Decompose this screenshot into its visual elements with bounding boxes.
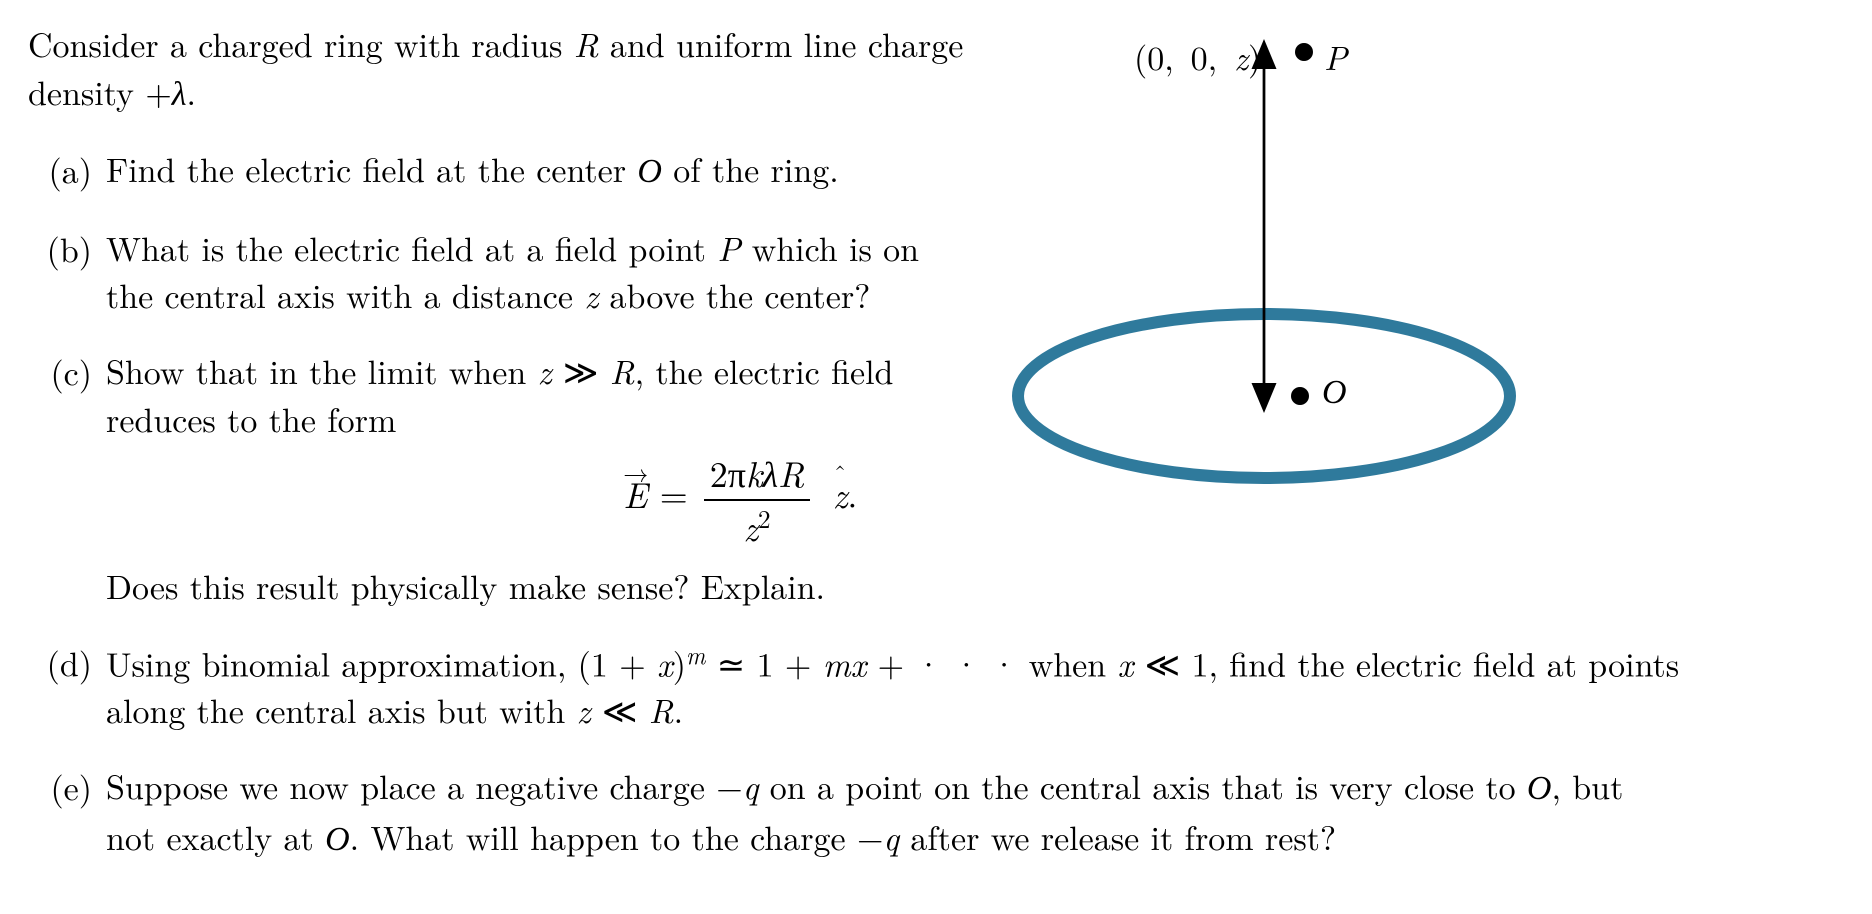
c-text: , the electric field bbox=[635, 346, 894, 394]
d-mx-m: m bbox=[823, 638, 851, 686]
eq-z: z bbox=[743, 501, 758, 552]
e-q2: q bbox=[883, 812, 899, 860]
intro-period: . bbox=[187, 67, 196, 115]
d-text: ) bbox=[673, 638, 686, 686]
d-text: . bbox=[674, 685, 683, 733]
intro-text: density bbox=[28, 67, 145, 115]
item-e: (e) Suppose we now place a negative char… bbox=[28, 762, 1844, 863]
item-d-label: (d) bbox=[28, 638, 106, 686]
eq-R: R bbox=[778, 447, 804, 498]
eq-eq: = bbox=[648, 468, 700, 519]
e-text: not exactly at bbox=[106, 812, 325, 860]
fig-O-label: O bbox=[1322, 374, 1347, 412]
intro-text: Consider a charged ring with radius bbox=[28, 19, 574, 67]
eq-2: 2 bbox=[758, 501, 771, 536]
e-O: O bbox=[1527, 770, 1552, 807]
item-c-body: Show that in the limit when z ≫ R, the e… bbox=[106, 347, 893, 610]
e-q: q bbox=[743, 761, 759, 809]
c-text: reduces to the form bbox=[106, 394, 396, 442]
eq-lambda: λ bbox=[762, 447, 778, 498]
a-text: of the ring. bbox=[662, 144, 839, 192]
problem-intro: Consider a charged ring with radius R an… bbox=[28, 20, 968, 115]
d-text: Using binomial approximation, (1 + bbox=[106, 638, 657, 686]
b-text: which is on bbox=[740, 223, 919, 271]
c-equation: →E = 2πkλRz2 ˆz. bbox=[106, 448, 893, 552]
eq-period: . bbox=[847, 468, 857, 519]
d-ll2: ≪ bbox=[591, 685, 649, 733]
item-c: (c) Show that in the limit when z ≫ R, t… bbox=[28, 347, 1844, 610]
b-z: z bbox=[584, 270, 598, 318]
c-gg: ≫ bbox=[552, 346, 610, 394]
intro-R: R bbox=[574, 19, 599, 67]
intro-lambda: λ bbox=[172, 67, 187, 115]
eq-k: k bbox=[746, 447, 763, 498]
item-b: (b) What is the electric field at a fiel… bbox=[28, 224, 1844, 319]
eq-2pi: 2π bbox=[710, 447, 746, 498]
d-x2: x bbox=[1117, 638, 1133, 686]
b-text: the central axis with a distance bbox=[106, 270, 584, 318]
ring-figure: P (0, 0, z) O bbox=[964, 18, 1564, 488]
c-z: z bbox=[538, 346, 552, 394]
d-mx-x: x bbox=[851, 638, 867, 686]
item-e-body: Suppose we now place a negative charge −… bbox=[106, 762, 1623, 863]
item-d-body: Using binomial approximation, (1 + x)m ≃… bbox=[106, 638, 1679, 735]
d-z: z bbox=[577, 685, 591, 733]
fig-P-label: P bbox=[1324, 32, 1347, 80]
b-text: above the center? bbox=[598, 270, 870, 318]
c-R: R bbox=[610, 346, 635, 394]
d-R: R bbox=[649, 685, 674, 733]
c-text: Does this result physically make sense? … bbox=[106, 561, 825, 609]
intro-text: and uniform line charge bbox=[599, 19, 964, 67]
e-text: , but bbox=[1551, 761, 1623, 809]
e-text: on a point on the central axis that is v… bbox=[758, 761, 1527, 809]
c-text: Show that in the limit when bbox=[106, 346, 538, 394]
b-P: P bbox=[717, 223, 740, 271]
item-b-label: (b) bbox=[28, 224, 106, 272]
d-text: + · · · when bbox=[866, 638, 1117, 686]
item-b-body: What is the electric field at a field po… bbox=[106, 224, 919, 319]
ring-svg bbox=[964, 18, 1564, 488]
item-a-label: (a) bbox=[28, 145, 106, 193]
item-a: (a) Find the electric field at the cente… bbox=[28, 145, 1844, 196]
item-c-label: (c) bbox=[28, 347, 106, 395]
d-text: , find the electric field at points bbox=[1209, 638, 1680, 686]
e-text: Suppose we now place a negative charge − bbox=[106, 761, 743, 809]
d-text: along the central axis but with bbox=[106, 685, 577, 733]
d-ll: ≪ 1 bbox=[1133, 638, 1208, 686]
a-O: O bbox=[637, 153, 662, 190]
item-a-body: Find the electric field at the center O … bbox=[106, 145, 839, 196]
intro-plus: + bbox=[145, 67, 171, 115]
d-x: x bbox=[657, 638, 673, 686]
fig-coord-label: (0, 0, z) bbox=[1134, 32, 1261, 80]
e-text: . What will happen to the charge − bbox=[350, 812, 884, 860]
b-text: What is the electric field at a field po… bbox=[106, 223, 717, 271]
item-d: (d) Using binomial approximation, (1 + x… bbox=[28, 638, 1844, 735]
item-e-label: (e) bbox=[28, 762, 106, 810]
a-text: Find the electric field at the center bbox=[106, 144, 637, 192]
d-text: ≃ 1 + bbox=[705, 638, 822, 686]
d-m: m bbox=[686, 637, 705, 671]
e-text: after we release it from rest? bbox=[899, 812, 1336, 860]
e-O2: O bbox=[325, 821, 350, 858]
